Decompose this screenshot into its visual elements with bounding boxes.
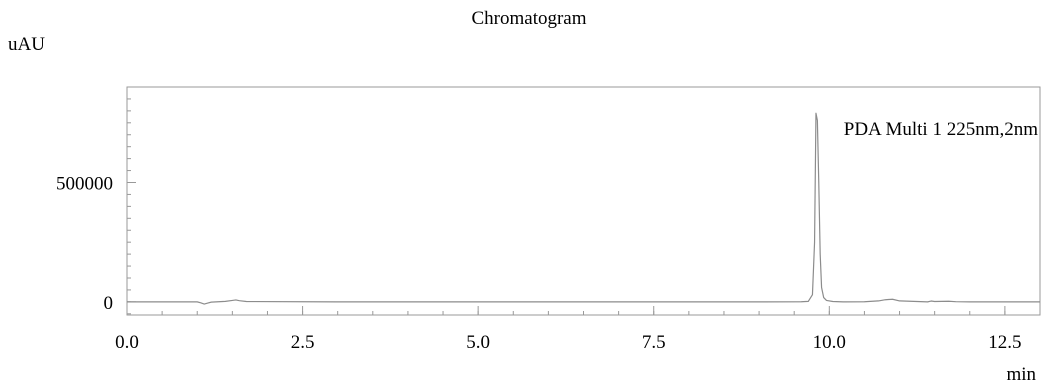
- series-legend-label: PDA Multi 1 225nm,2nm: [844, 119, 1038, 140]
- x-axis-label: min: [1006, 364, 1036, 385]
- series-layer: [127, 112, 1040, 305]
- y-tick-label: 500000: [56, 174, 113, 195]
- chart-title: Chromatogram: [471, 8, 586, 29]
- series-trace: [127, 112, 1040, 305]
- y-axis-label: uAU: [8, 34, 45, 55]
- x-tick-label: 2.5: [291, 332, 315, 353]
- axis-ticks: 0.0 2.5 5.0 7.5 10.0 12.5 0 500000: [56, 98, 1041, 353]
- x-tick-label: 5.0: [466, 332, 490, 353]
- x-tick-label: 7.5: [642, 332, 666, 353]
- x-tick-label: 0.0: [115, 332, 139, 353]
- y-tick-label: 0: [104, 293, 114, 314]
- x-tick-label: 12.5: [988, 332, 1021, 353]
- x-tick-label: 10.0: [813, 332, 846, 353]
